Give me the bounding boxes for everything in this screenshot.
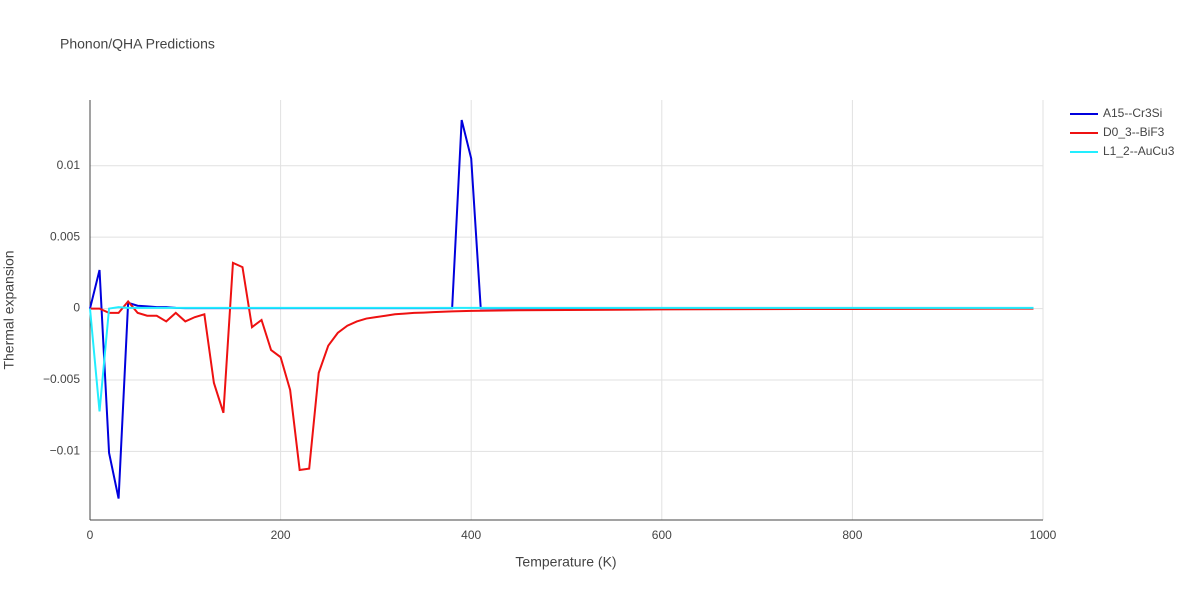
series-line (89, 306, 1034, 412)
legend-label: D0_3--BiF3 (1103, 125, 1165, 139)
y-tick-label: 0.005 (50, 229, 80, 243)
legend-label: A15--Cr3Si (1103, 106, 1162, 120)
legend-label: L1_2--AuCu3 (1103, 144, 1175, 158)
x-tick-label: 200 (271, 528, 291, 542)
x-axis-title: Temperature (K) (515, 554, 616, 570)
chart-title: Phonon/QHA Predictions (60, 36, 215, 52)
x-tick-label: 600 (652, 528, 672, 542)
x-tick-label: 1000 (1030, 528, 1057, 542)
y-tick-label: 0.01 (57, 158, 81, 172)
y-tick-label: 0 (73, 301, 80, 315)
x-tick-label: 400 (461, 528, 481, 542)
y-tick-label: −0.01 (50, 444, 81, 458)
y-tick-label: −0.005 (43, 372, 80, 386)
x-tick-label: 800 (842, 528, 862, 542)
series-line (90, 261, 1034, 472)
y-axis-title: Thermal expansion (1, 250, 17, 369)
x-tick-label: 0 (87, 528, 94, 542)
